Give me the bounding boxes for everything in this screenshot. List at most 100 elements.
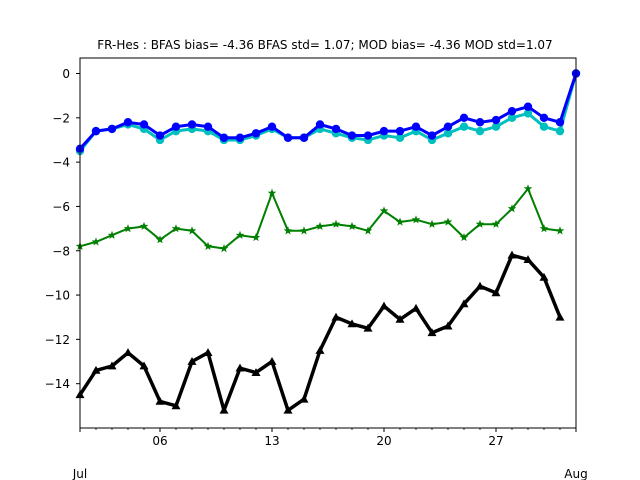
series-3-point (363, 323, 373, 332)
series-1-point (555, 118, 565, 127)
x-tick-label: 20 (376, 434, 391, 448)
series-3-point (91, 365, 101, 374)
series-1-point (459, 113, 469, 123)
series-1 (75, 69, 581, 154)
series-1-point (411, 122, 421, 131)
series-1-point (91, 126, 101, 136)
series-0-point (475, 126, 485, 136)
series-3-point (315, 345, 325, 354)
series-2-point (443, 217, 453, 226)
series-3-point (299, 394, 309, 403)
series-1-point (379, 126, 389, 136)
series-1-point (491, 115, 501, 125)
series-0-point (443, 129, 453, 138)
x-tick-label: Jul (72, 467, 87, 480)
series-3-point (123, 348, 133, 357)
y-tick-label: −8 (52, 244, 70, 258)
series-2-point (507, 204, 517, 213)
series-3-point (267, 357, 277, 365)
y-tick-label: −12 (45, 333, 70, 347)
series-1-point (251, 129, 261, 138)
series-3-point (171, 401, 181, 410)
series-1-point (107, 124, 117, 134)
series-1-point (507, 106, 517, 116)
series-2-point (91, 237, 101, 246)
series-3-point (235, 363, 245, 372)
series-2-point (363, 226, 373, 235)
series-2-point (491, 219, 501, 228)
series-0-point (555, 126, 565, 136)
series-0-point (539, 122, 549, 131)
series-3-point (555, 312, 565, 321)
plot-area (75, 69, 581, 414)
series-0-point (523, 109, 533, 118)
series-3-point (395, 314, 405, 323)
series-1-point (347, 131, 357, 140)
series-3-point (379, 301, 389, 310)
series-2-point (539, 224, 549, 233)
series-2-point (379, 206, 389, 215)
series-3-point (475, 281, 485, 290)
series-0-point (395, 133, 405, 142)
series-2-point (267, 188, 277, 197)
axes: 0 −2 −4 −6 −8 −10 −12 −14 Jul 06 13 20 27 Aug (45, 67, 588, 480)
series-2-point (555, 226, 565, 235)
chart-title: FR-Hes : BFAS bias= -4.36 BFAS std= 1.07… (97, 38, 552, 52)
series-3-point (523, 255, 533, 263)
series-2-point (331, 219, 341, 228)
x-tick-label: 06 (152, 434, 167, 448)
series-3-point (539, 272, 549, 281)
series-2-point (427, 219, 437, 228)
series-3-point (139, 361, 149, 370)
series-3-line (78, 253, 562, 413)
x-tick-label: 27 (488, 434, 503, 448)
y-tick-label: −6 (52, 200, 70, 214)
series-2-point (123, 224, 133, 233)
series-2-point (523, 184, 533, 193)
series-3 (75, 250, 565, 414)
axes-frame (79, 57, 577, 429)
series-1-point (187, 120, 197, 129)
series-3-point (283, 405, 293, 414)
series-1-point (155, 131, 165, 140)
series-3-point (155, 396, 165, 405)
y-tick-label: −4 (52, 156, 70, 170)
series-1-point (123, 118, 133, 127)
series-2-point (475, 219, 485, 228)
series-0 (75, 69, 581, 156)
series-3-point (427, 328, 437, 337)
series-1-point (203, 122, 213, 131)
series-1-point (363, 131, 373, 140)
series-2-point (187, 226, 197, 235)
series-1-point (171, 122, 181, 131)
series-3-point (251, 368, 261, 376)
series-1-point (395, 126, 405, 136)
x-tick-label: 13 (264, 434, 279, 448)
y-tick-label: 0 (62, 67, 70, 81)
y-tick-label: −14 (45, 377, 70, 391)
series-1-point (235, 133, 245, 142)
series-1-point (523, 102, 533, 111)
series-1-point (315, 120, 325, 129)
x-tick-label: Aug (564, 467, 587, 480)
series-2-point (107, 230, 117, 239)
series-0-point (507, 113, 517, 123)
series-1-point (283, 133, 293, 142)
series-2-point (315, 221, 325, 230)
y-tick-label: −2 (52, 111, 70, 125)
series-2 (75, 184, 565, 253)
series-3-point (459, 299, 469, 308)
series-2-point (203, 241, 213, 250)
series-1-point (475, 118, 485, 127)
series-2-point (235, 230, 245, 239)
series-2-point (139, 221, 149, 230)
series-1-point (139, 120, 149, 129)
series-2-point (283, 226, 293, 235)
series-0-point (491, 122, 501, 131)
series-2-line (79, 187, 561, 250)
series-3-point (443, 321, 453, 330)
series-3-point (187, 357, 197, 365)
series-2-point (171, 224, 181, 233)
series-2-point (459, 233, 469, 242)
